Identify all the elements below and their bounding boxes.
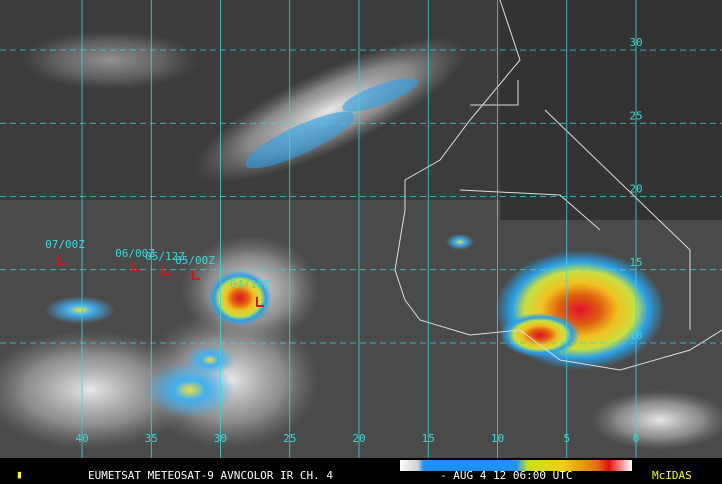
- longitude-label: 5: [563, 432, 570, 445]
- low-symbol: [192, 270, 200, 280]
- caption-right: - AUG 4 12 06:00 UTC: [440, 469, 572, 482]
- logo-icon: ▮: [16, 468, 23, 481]
- track-label: 07/00Z: [45, 238, 85, 251]
- track-label: 05/12Z: [145, 250, 185, 263]
- color-bar: [400, 460, 632, 471]
- latitude-label: 25: [629, 109, 642, 122]
- lat-lon-grid: 40 35 30 25 20 15 10 5 0 30 25 20 15 10: [0, 0, 722, 458]
- latitude-label: 20: [629, 183, 642, 196]
- longitude-label: 15: [422, 432, 435, 445]
- longitude-label: 25: [283, 432, 296, 445]
- latitude-label: 15: [629, 256, 642, 269]
- longitude-label: 0: [633, 432, 640, 445]
- caption-left: EUMETSAT METEOSAT-9 AVNCOLOR IR CH. 4: [88, 469, 333, 482]
- footer: ▮ EUMETSAT METEOSAT-9 AVNCOLOR IR CH. 4 …: [0, 458, 722, 484]
- logo: McIDAS: [652, 469, 692, 482]
- latitude-label: 30: [629, 36, 642, 49]
- latitude-label: 10: [629, 329, 642, 342]
- low-symbol: [256, 297, 264, 307]
- longitude-label: 30: [214, 432, 227, 445]
- longitude-label: 20: [352, 432, 365, 445]
- track-label: 04/18Z: [230, 278, 270, 291]
- cloud-tops: [45, 78, 665, 418]
- track-label: 05/00Z: [175, 254, 215, 267]
- longitude-label: 40: [75, 432, 88, 445]
- track-label: 06/00Z: [115, 247, 155, 260]
- low-symbol: [132, 262, 140, 272]
- longitude-label: 10: [491, 432, 504, 445]
- background: [0, 0, 722, 458]
- low-symbol: [161, 266, 169, 276]
- low-symbol: [57, 255, 65, 265]
- coastline: [394, 0, 722, 371]
- longitude-label: 35: [145, 432, 158, 445]
